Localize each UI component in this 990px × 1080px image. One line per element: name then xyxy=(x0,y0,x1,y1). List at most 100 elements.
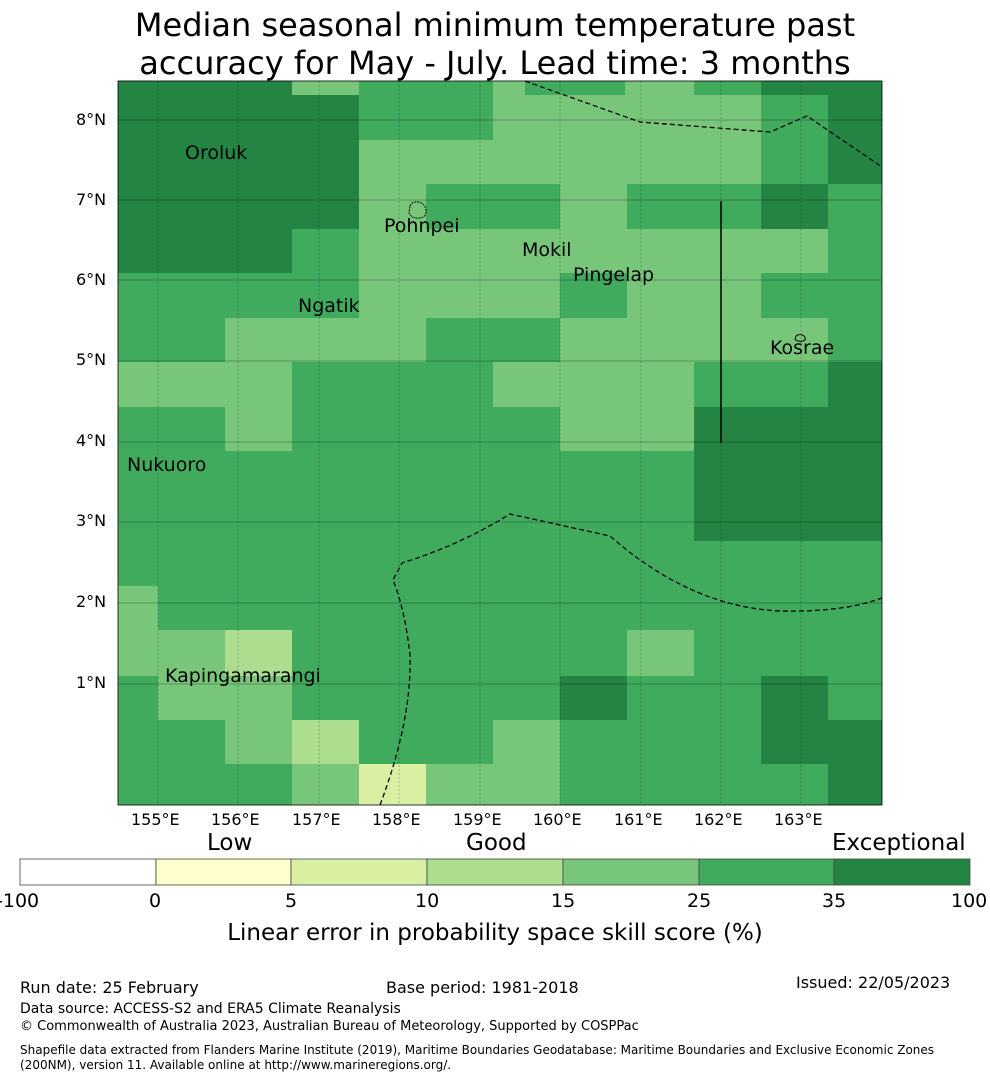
pohnpei-island-outline xyxy=(408,201,427,219)
grid-cell xyxy=(694,362,828,407)
eez-boundary-south xyxy=(379,513,883,806)
place-label-oroluk: Oroluk xyxy=(185,142,248,164)
grid-cell xyxy=(828,184,882,229)
grid-cell xyxy=(359,229,829,274)
grid-cell xyxy=(560,184,627,229)
colorbar-segment xyxy=(19,858,157,886)
grid-cell xyxy=(158,676,225,720)
lon-label-157e: 157°E xyxy=(292,810,341,829)
grid-cell xyxy=(493,95,761,184)
eez-boundary-north xyxy=(524,80,883,168)
grid-cell xyxy=(560,318,828,362)
grid-cell xyxy=(493,362,694,407)
shapefile-credit-line-1: Shapefile data extracted from Flanders M… xyxy=(20,1043,935,1057)
grid-cell xyxy=(118,362,292,407)
eez-boundaries xyxy=(379,80,883,806)
grid-cell xyxy=(560,676,627,720)
shapefile-credit-line-2: (200NM), version 11. Available online at… xyxy=(20,1058,452,1072)
lat-label-2n: 2°N xyxy=(76,592,107,611)
grid-cell xyxy=(359,95,493,140)
category-low: Low xyxy=(207,830,253,856)
colorbar-tick-0: 0 xyxy=(149,890,162,912)
grid-cell xyxy=(359,81,493,95)
colorbar xyxy=(19,858,971,886)
lon-label-156e: 156°E xyxy=(211,810,260,829)
grid-cell xyxy=(359,140,493,184)
map-frame xyxy=(117,80,883,806)
lon-label-159e: 159°E xyxy=(453,810,502,829)
lon-label-158e: 158°E xyxy=(372,810,421,829)
place-label-nukuoro: Nukuoro xyxy=(127,454,207,476)
grid-cell xyxy=(828,229,882,274)
colorbar-segment xyxy=(155,858,292,886)
colorbar-segments xyxy=(19,858,971,886)
place-label-pingelap: Pingelap xyxy=(573,264,655,286)
island-outlines xyxy=(408,201,806,342)
grid-cell xyxy=(761,81,828,95)
grid-cell xyxy=(761,676,828,720)
grid-cell xyxy=(761,720,882,764)
lat-label-7n: 7°N xyxy=(76,190,107,209)
grid-cell xyxy=(158,630,225,676)
copyright: © Commonwealth of Australia 2023, Austra… xyxy=(20,1019,639,1034)
run-date: Run date: 25 February xyxy=(20,978,199,997)
grid-cell xyxy=(560,273,627,318)
grid-cell xyxy=(118,273,359,318)
lat-label-5n: 5°N xyxy=(76,350,107,369)
skill-grid xyxy=(118,81,882,805)
place-label-kosrae: Kosrae xyxy=(770,337,835,359)
title-line-2: accuracy for May - July. Lead time: 3 mo… xyxy=(139,44,851,82)
grid-cell xyxy=(225,407,292,451)
grid-cell xyxy=(426,764,560,805)
place-label-mokil: Mokil xyxy=(522,239,572,261)
place-label-kapingamarangi: Kapingamarangi xyxy=(165,665,321,687)
grid-cell xyxy=(225,676,292,720)
grid-cell xyxy=(118,586,158,630)
grid-cell xyxy=(359,764,426,805)
grid-cell xyxy=(828,764,882,805)
kosrae-island-outline xyxy=(794,334,806,342)
colorbar-tick-5: 5 xyxy=(285,890,298,912)
grid-cell xyxy=(292,81,359,95)
map-title: Median seasonal minimum temperature past… xyxy=(0,6,990,82)
colorbar-tick-15: 15 xyxy=(551,890,576,912)
lon-label-155e: 155°E xyxy=(131,810,180,829)
grid-cell xyxy=(118,630,158,676)
category-exceptional: Exceptional xyxy=(832,830,966,856)
grid-cell xyxy=(694,81,761,95)
grid-cell xyxy=(761,273,882,318)
lon-label-161e: 161°E xyxy=(614,810,663,829)
base-period: Base period: 1981-2018 xyxy=(386,978,579,997)
grid-cell xyxy=(627,630,694,676)
grid-cell xyxy=(694,407,882,541)
lat-label-3n: 3°N xyxy=(76,511,107,530)
grid-cell xyxy=(525,81,625,95)
colorbar-tick-25: 25 xyxy=(687,890,712,912)
lon-label-162e: 162°E xyxy=(694,810,743,829)
grid-cell xyxy=(627,184,761,229)
grid-cell xyxy=(359,273,560,318)
lon-label-160e: 160°E xyxy=(533,810,582,829)
colorbar-tick-minus100: -100 xyxy=(0,890,40,912)
grid-cell xyxy=(292,229,359,274)
issued-date: Issued: 22/05/2023 xyxy=(796,973,951,992)
lat-label-6n: 6°N xyxy=(76,270,107,289)
colorbar-segment xyxy=(698,858,835,886)
place-label-ngatik: Ngatik xyxy=(298,295,360,317)
grid-cell xyxy=(359,184,426,229)
grid-cell xyxy=(828,318,882,362)
colorbar-segment xyxy=(833,858,971,886)
colorbar-segment xyxy=(290,858,428,886)
grid-cell xyxy=(560,407,694,451)
grid-cell xyxy=(426,184,560,229)
grid-cell xyxy=(292,764,359,805)
grid-cell xyxy=(292,81,359,229)
grid-cell xyxy=(225,318,426,362)
grid-cell xyxy=(225,720,292,764)
grid-cell xyxy=(761,95,828,184)
grid-cell xyxy=(493,720,560,764)
category-good: Good xyxy=(466,830,527,856)
grid-cell xyxy=(828,362,882,407)
colorbar-tick-35: 35 xyxy=(822,890,847,912)
grid-cell xyxy=(627,273,761,318)
